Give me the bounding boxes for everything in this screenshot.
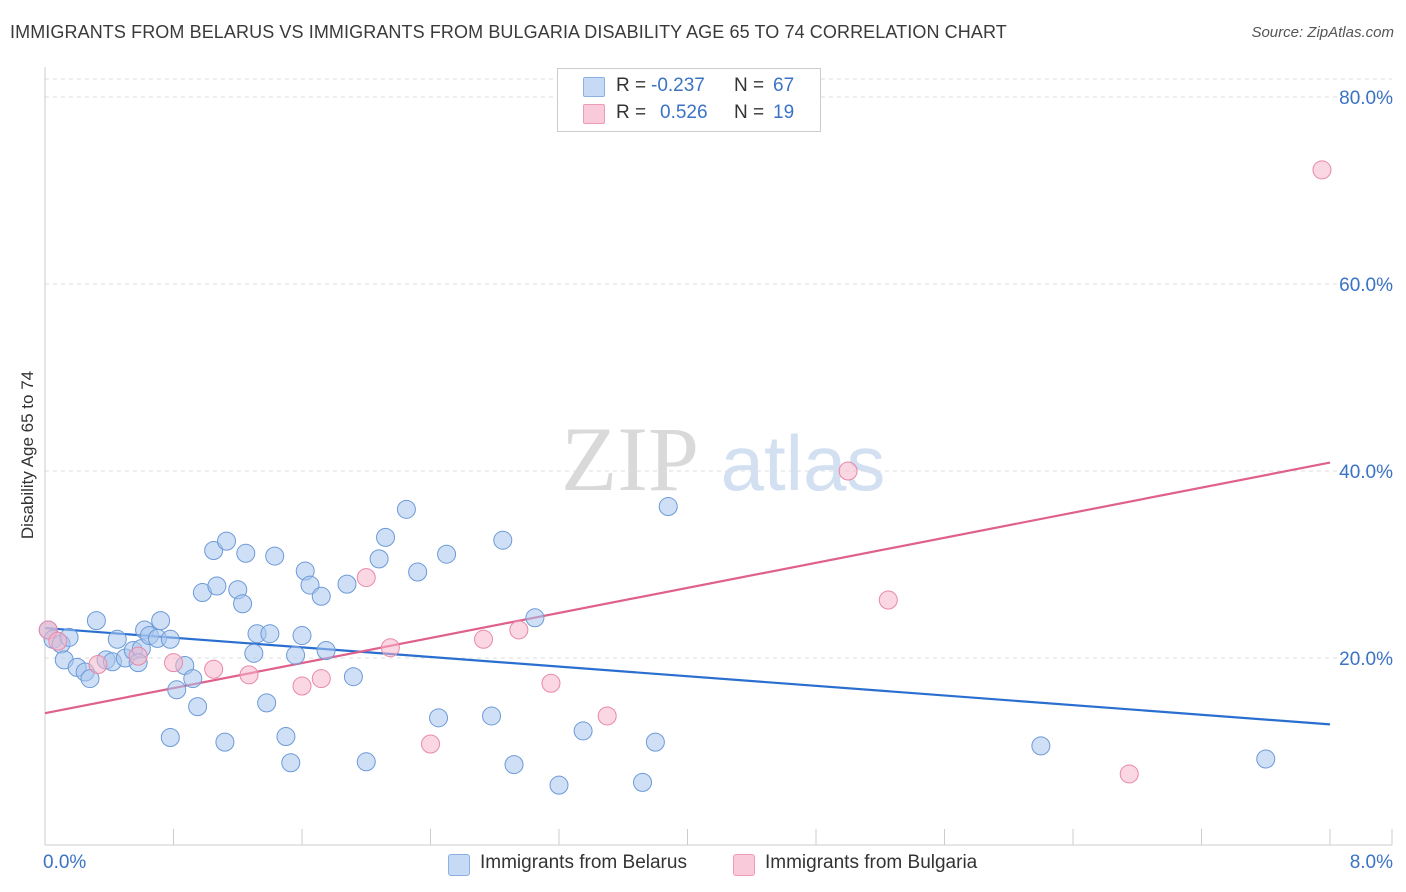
legend-label-bulgaria: Immigrants from Bulgaria xyxy=(765,852,978,873)
point-belarus xyxy=(645,732,665,752)
point-bulgaria xyxy=(878,590,898,610)
point-belarus xyxy=(244,643,264,663)
legend-swatch-belarus xyxy=(583,77,605,97)
point-belarus xyxy=(86,611,106,631)
point-belarus xyxy=(1256,749,1276,769)
point-belarus xyxy=(167,680,187,700)
y-tick-label: 40.0% xyxy=(1339,462,1393,483)
point-belarus xyxy=(396,499,416,519)
point-belarus xyxy=(343,667,363,687)
point-bulgaria xyxy=(164,653,183,673)
r-value-bulgaria: 0.526 xyxy=(660,102,708,123)
point-bulgaria xyxy=(204,659,224,679)
y-tick-labels: 20.0% 40.0% 60.0% 80.0% xyxy=(1339,88,1393,670)
point-bulgaria xyxy=(597,706,617,726)
r-value-belarus: -0.237 xyxy=(651,75,705,96)
n-value-belarus: 67 xyxy=(773,75,795,96)
point-belarus xyxy=(257,693,277,713)
n-label: N = xyxy=(734,75,765,96)
point-bulgaria xyxy=(239,665,259,685)
x-tick-max: 8.0% xyxy=(1349,852,1393,873)
n-value-bulgaria: 19 xyxy=(773,102,795,123)
trend-line-belarus xyxy=(44,626,1331,726)
point-bulgaria xyxy=(292,676,312,696)
r-label: R = xyxy=(616,102,647,123)
axes xyxy=(44,67,1393,846)
point-belarus xyxy=(300,575,320,595)
point-belarus xyxy=(260,624,280,644)
y-tick-label: 20.0% xyxy=(1339,649,1393,670)
point-belarus xyxy=(1031,736,1051,756)
point-belarus xyxy=(573,721,593,741)
point-belarus xyxy=(633,772,653,792)
point-belarus xyxy=(107,629,127,649)
point-belarus xyxy=(356,752,376,772)
legend-swatch-bulgaria xyxy=(583,104,605,124)
watermark-atlas: atlas xyxy=(721,419,886,507)
legend-swatch-bulgaria xyxy=(733,854,755,876)
point-belarus xyxy=(504,755,524,775)
point-belarus xyxy=(204,540,224,560)
chart-title: IMMIGRANTS FROM BELARUS VS IMMIGRANTS FR… xyxy=(10,22,1007,42)
point-bulgaria xyxy=(1119,764,1139,784)
point-bulgaria xyxy=(311,669,331,689)
point-belarus xyxy=(233,594,253,614)
point-belarus xyxy=(281,753,301,773)
y-tick-label: 60.0% xyxy=(1339,275,1393,296)
r-label: R = xyxy=(616,75,647,96)
point-belarus xyxy=(429,708,449,728)
point-belarus xyxy=(217,531,237,551)
point-belarus xyxy=(493,530,513,550)
point-belarus xyxy=(188,697,208,717)
point-belarus xyxy=(207,576,227,596)
point-belarus xyxy=(183,669,203,689)
point-belarus xyxy=(549,775,569,795)
y-axis-title: Disability Age 65 to 74 xyxy=(18,370,37,540)
point-belarus xyxy=(369,549,389,569)
point-belarus xyxy=(437,544,457,564)
point-bulgaria xyxy=(838,461,858,481)
point-bulgaria xyxy=(88,655,108,675)
point-belarus xyxy=(276,727,296,747)
point-belarus xyxy=(292,626,312,646)
legend-label-belarus: Immigrants from Belarus xyxy=(480,852,687,873)
point-belarus xyxy=(408,562,428,582)
trend-line-bulgaria xyxy=(44,461,1331,715)
point-bulgaria xyxy=(474,629,494,649)
point-bulgaria xyxy=(541,673,561,693)
point-belarus xyxy=(236,543,256,563)
legend-swatch-belarus xyxy=(448,854,470,876)
point-belarus xyxy=(151,611,171,631)
point-belarus xyxy=(658,497,678,517)
point-belarus xyxy=(525,608,545,628)
point-belarus xyxy=(482,706,502,726)
point-bulgaria xyxy=(1312,160,1332,180)
grid-lines xyxy=(45,78,1392,659)
point-bulgaria xyxy=(380,638,400,658)
y-tick-label: 80.0% xyxy=(1339,88,1393,109)
trend-lines xyxy=(44,461,1331,726)
point-belarus xyxy=(337,574,357,594)
point-belarus xyxy=(311,586,331,606)
source-label: Source: ZipAtlas.com xyxy=(1251,24,1394,41)
point-bulgaria xyxy=(128,646,148,666)
point-bulgaria xyxy=(421,734,440,754)
point-belarus xyxy=(265,546,285,566)
point-belarus xyxy=(286,645,306,665)
point-belarus xyxy=(376,527,396,547)
point-bulgaria xyxy=(509,620,529,640)
point-bulgaria xyxy=(48,631,68,651)
point-bulgaria xyxy=(356,568,376,588)
watermark-zip: ZIP xyxy=(561,408,699,510)
correlation-legend: R = -0.237 N = 67 R = 0.526 N = 19 xyxy=(557,68,821,132)
point-belarus xyxy=(160,629,180,649)
point-belarus xyxy=(215,732,235,752)
point-belarus xyxy=(316,641,336,661)
n-label: N = xyxy=(734,102,765,123)
data-points xyxy=(38,160,1332,795)
point-belarus xyxy=(160,727,180,747)
x-tick-min: 0.0% xyxy=(43,852,87,873)
